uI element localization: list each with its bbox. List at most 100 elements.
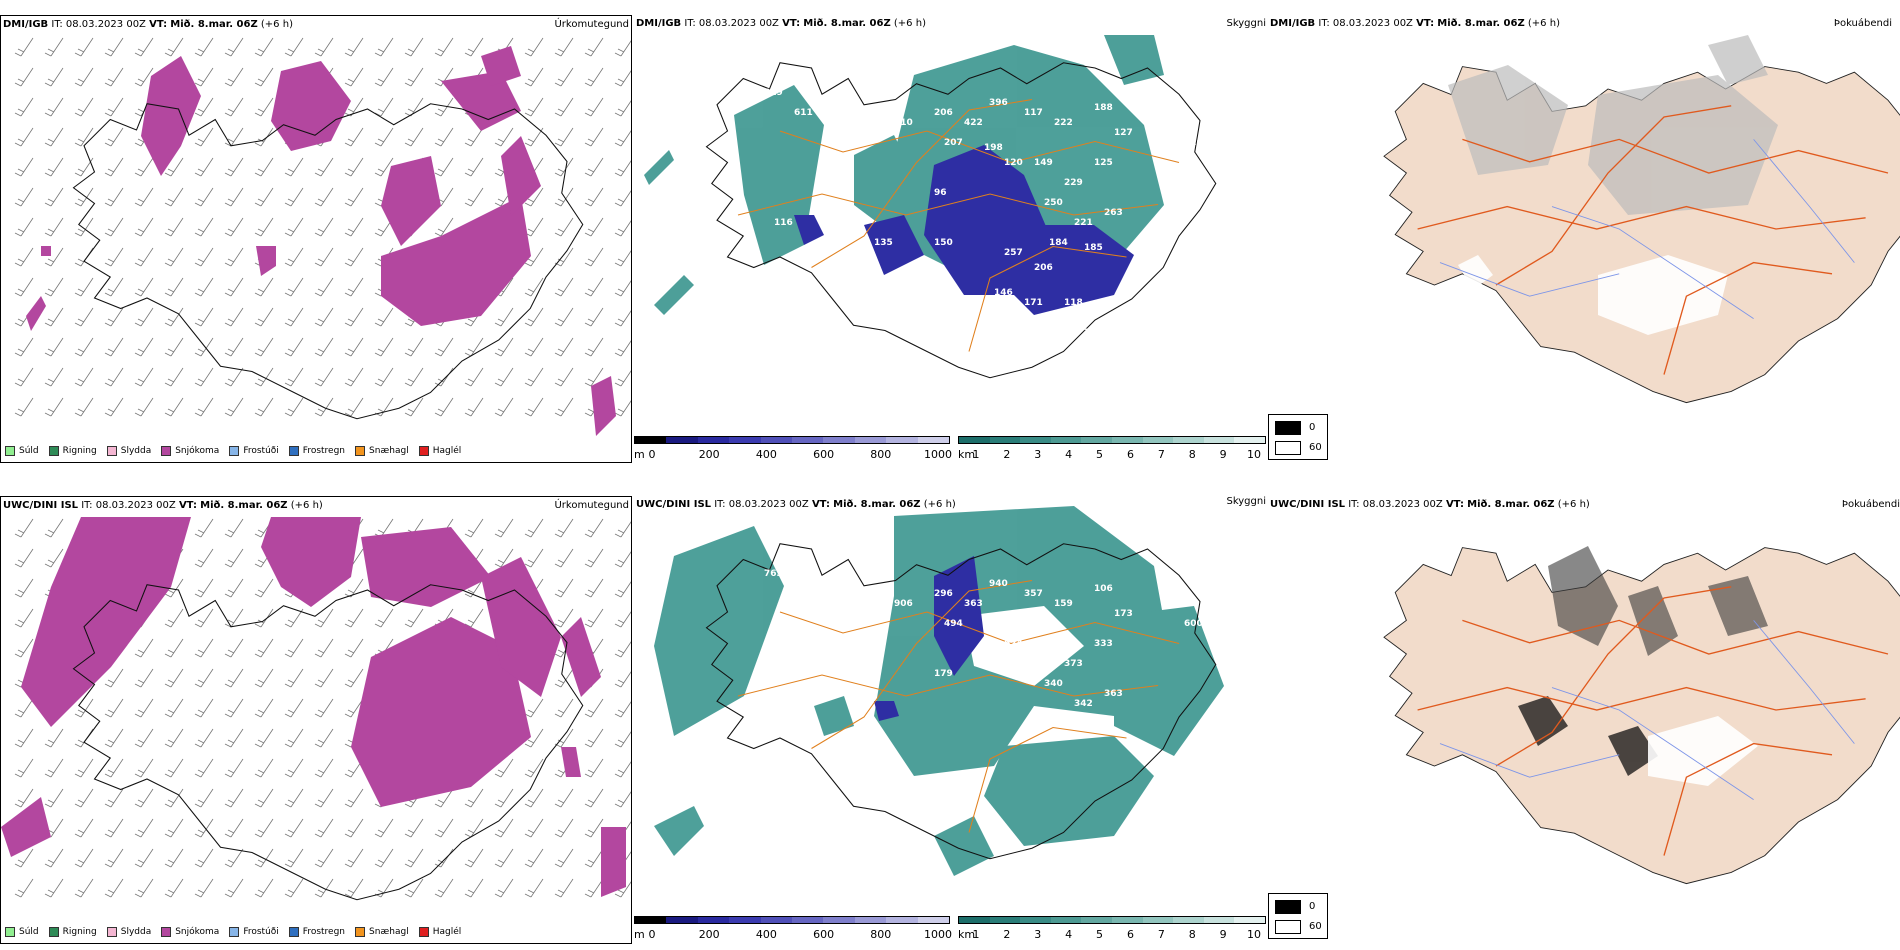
wind-barb [554,37,574,57]
wind-barb [584,307,604,327]
wind-barb [494,878,514,898]
wind-barb [164,578,184,598]
wind-barb [494,367,514,387]
wind-barb [254,848,274,868]
wind-barb [554,608,574,628]
wind-barb [434,127,454,147]
lead-time: (+6 h) [290,500,323,511]
wind-barb [74,157,94,177]
scale-tick: 7 [1157,448,1165,461]
wind-barb [224,608,244,628]
wind-barb [404,608,424,628]
wind-barb [104,698,124,718]
cloud-title: Skyggni [1226,18,1266,29]
wind-barb [14,67,34,87]
it-label: IT: [714,499,726,510]
wind-barb [104,127,124,147]
legend-swatch [418,446,429,456]
wind-barb [374,848,394,868]
wind-barb [194,247,214,267]
legend-swatch [229,927,240,937]
wind-barb [314,307,334,327]
legend-item: Súld [5,927,39,937]
wind-barb [164,638,184,658]
wind-barb [14,397,34,417]
road-line [779,611,1180,645]
wind-barb [104,247,124,267]
scale-tick: 800 [870,448,892,461]
wind-barb [554,578,574,598]
it-label: IT: [684,18,696,29]
wind-barb [164,307,184,327]
wind-barb [314,638,334,658]
wind-barb [14,217,34,237]
legend-label: Haglél [432,927,462,937]
cloud-base-label: 117 [1024,108,1043,118]
legend-swatch [106,446,117,456]
wind-barb [104,788,124,808]
wind-barb [254,367,274,387]
wind-barb [14,848,34,868]
wind-barb [194,307,214,327]
wind-barb [194,848,214,868]
wind-barb [74,788,94,808]
wind-barb [164,157,184,177]
scale-tick: 10 [1247,928,1261,941]
river-line [1551,206,1754,319]
precip-type-panel-top: DMI/IGB IT: 08.03.2023 00Z VT: Mið. 8.ma… [0,15,632,463]
scale-tick: 800 [870,928,892,941]
wind-barb [464,848,484,868]
wind-barb [14,728,34,748]
wind-barb [44,548,64,568]
wind-barb [44,277,64,297]
wind-barb [494,518,514,538]
wind-barb [74,187,94,207]
wind-barb [14,97,34,117]
wind-barb [224,187,244,207]
wind-barb [614,250,631,267]
legend-label: Súld [19,927,39,937]
scale-tick: 0 [648,448,656,461]
wind-barb [554,277,574,297]
legend-label: Haglél [432,446,462,456]
wind-barb [194,187,214,207]
wind-barb [554,397,574,417]
wind-barb [284,337,304,357]
wind-barb [584,277,604,297]
wind-barb [194,217,214,237]
wind-barb [314,187,334,207]
wind-barb [104,187,124,207]
road-line [1417,205,1866,230]
wind-barb [134,818,154,838]
wind-barb [614,280,631,297]
vt-value: Mið. 8.mar. 06Z [1437,18,1525,29]
wind-barb [284,758,304,778]
wind-barb [104,367,124,387]
wind-barb [74,818,94,838]
wind-barb [464,788,484,808]
wind-barb [224,848,244,868]
wind-barb [44,97,64,117]
wind-barb [44,307,64,327]
river-line [1551,687,1754,800]
wind-barb [614,370,631,387]
precip-title: Úrkomutegund [554,500,629,511]
wind-barb [44,337,64,357]
wind-barb [404,397,424,417]
header-bottom-precip: UWC/DINI ISL IT: 08.03.2023 00Z VT: Mið.… [3,500,323,511]
color-bar [634,916,950,924]
lead-time: (+6 h) [923,499,956,510]
wind-barb [584,518,604,538]
lead-time: (+6 h) [1527,18,1560,29]
cloud-base-label: 150 [934,238,953,248]
wind-barb [224,668,244,688]
wind-barb [344,337,364,357]
legend-label: Rigning [62,446,97,456]
cloud-base-label: 906 [894,599,913,609]
wind-barb [254,277,274,297]
wind-barb [614,731,631,748]
wind-barb [434,367,454,387]
wind-barb [554,548,574,568]
wind-barb [584,367,604,387]
wind-barb [314,277,334,297]
